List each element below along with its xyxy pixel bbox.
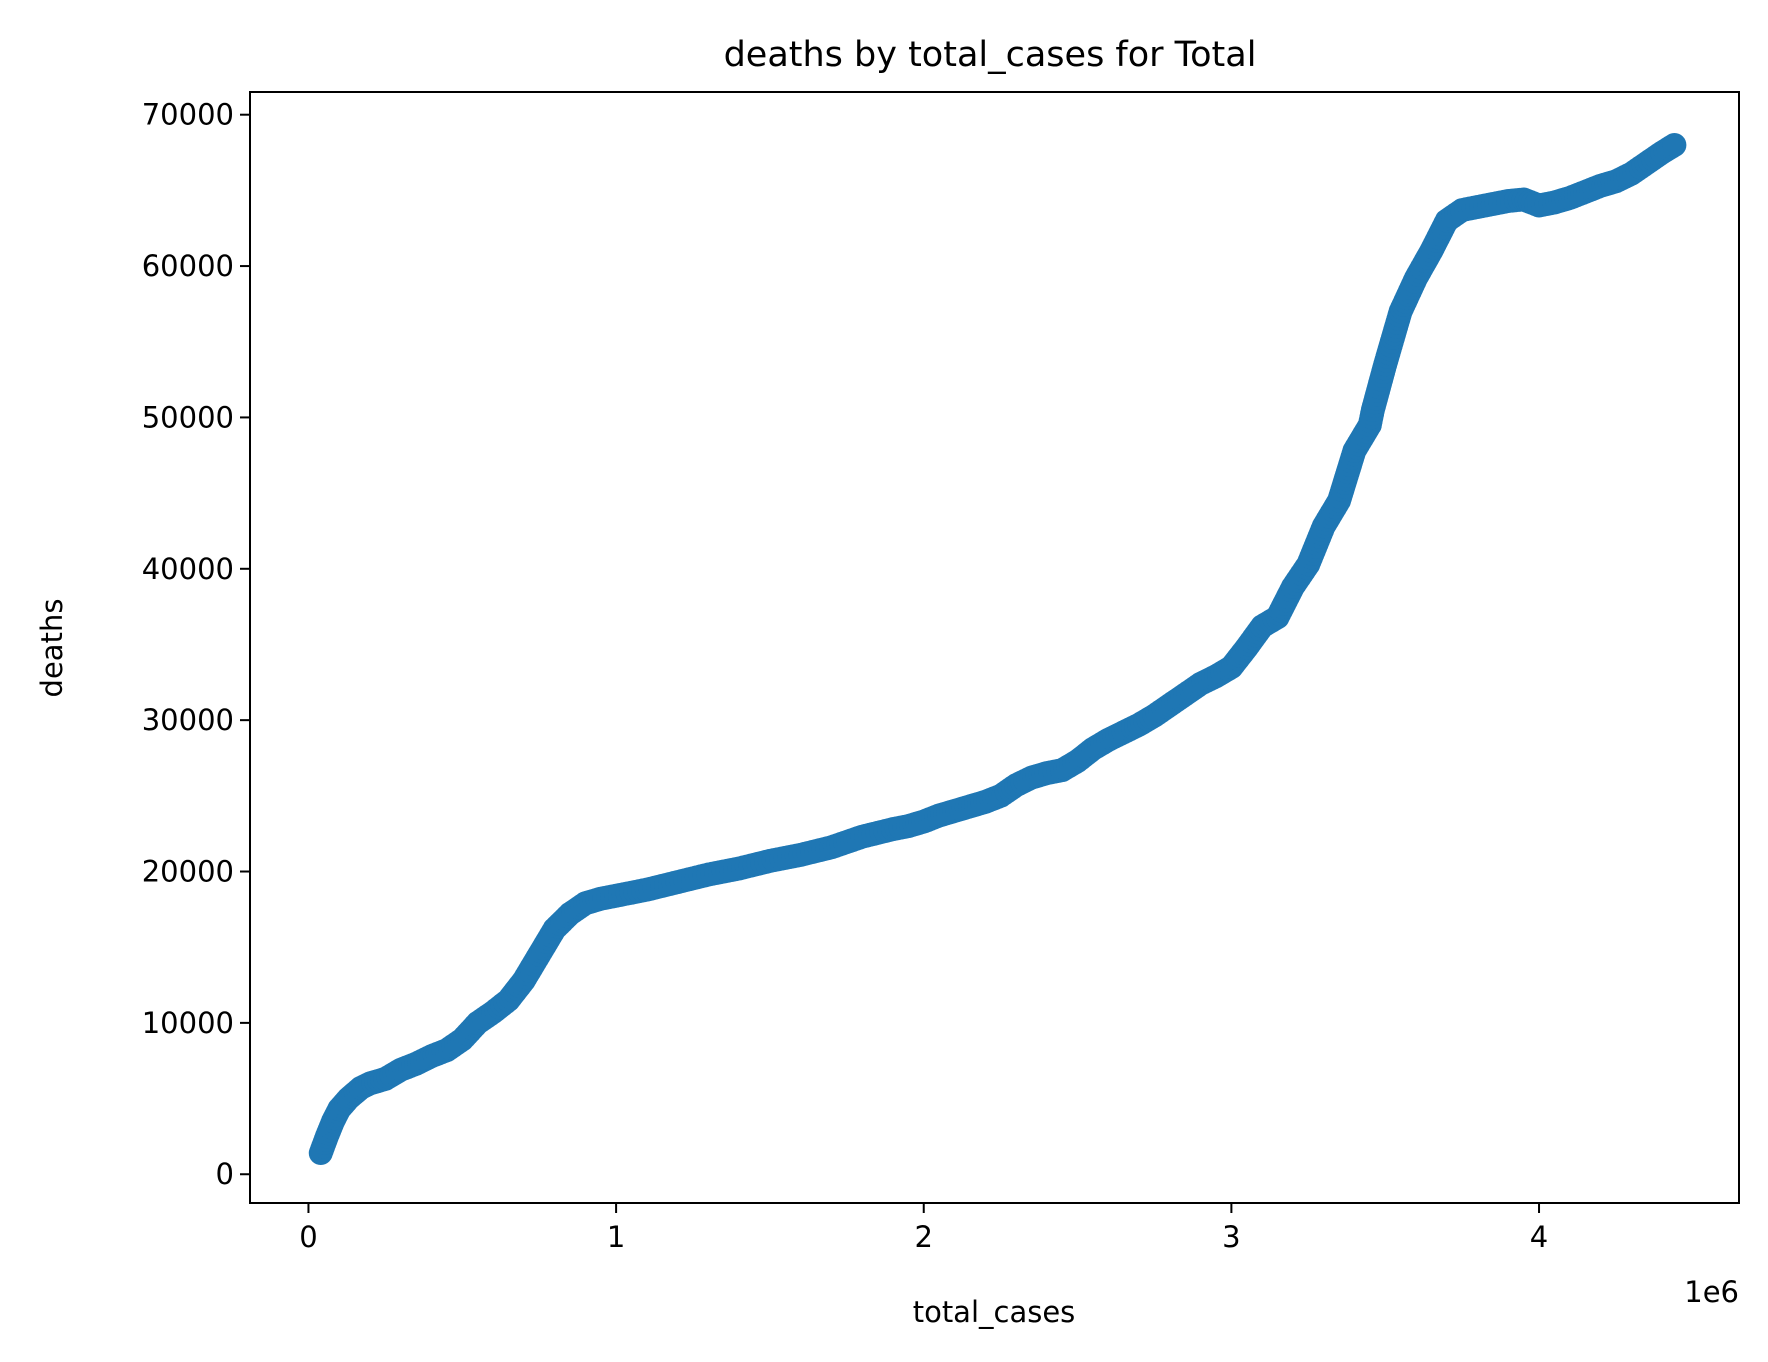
y-axis-ticks: 0 10000 20000 30000 40000 50000 60000 70000	[142, 98, 250, 1191]
x-tick-label: 1	[607, 1220, 625, 1254]
data-point	[1662, 132, 1687, 157]
data-points	[308, 132, 1687, 1166]
y-tick-label: 60000	[142, 249, 234, 283]
x-tick-label: 4	[1530, 1220, 1548, 1254]
x-axis-label: total_cases	[913, 1295, 1076, 1329]
chart-title: deaths by total_cases for Total	[724, 35, 1257, 75]
y-tick-label: 50000	[142, 400, 234, 434]
y-tick-label: 0	[216, 1157, 234, 1191]
y-tick-label: 70000	[142, 98, 234, 132]
x-tick-label: 0	[299, 1220, 317, 1254]
y-axis-label: deaths	[35, 599, 69, 698]
x-axis-ticks: 0 1 2 3 4	[299, 1203, 1548, 1254]
y-tick-label: 10000	[142, 1006, 234, 1040]
y-tick-label: 40000	[142, 552, 234, 586]
plot-frame	[249, 91, 1740, 1204]
x-tick-label: 2	[915, 1220, 933, 1254]
y-tick-label: 20000	[142, 855, 234, 889]
x-axis-offset-label: 1e6	[1684, 1275, 1739, 1309]
x-tick-label: 3	[1222, 1220, 1240, 1254]
y-tick-label: 30000	[142, 703, 234, 737]
